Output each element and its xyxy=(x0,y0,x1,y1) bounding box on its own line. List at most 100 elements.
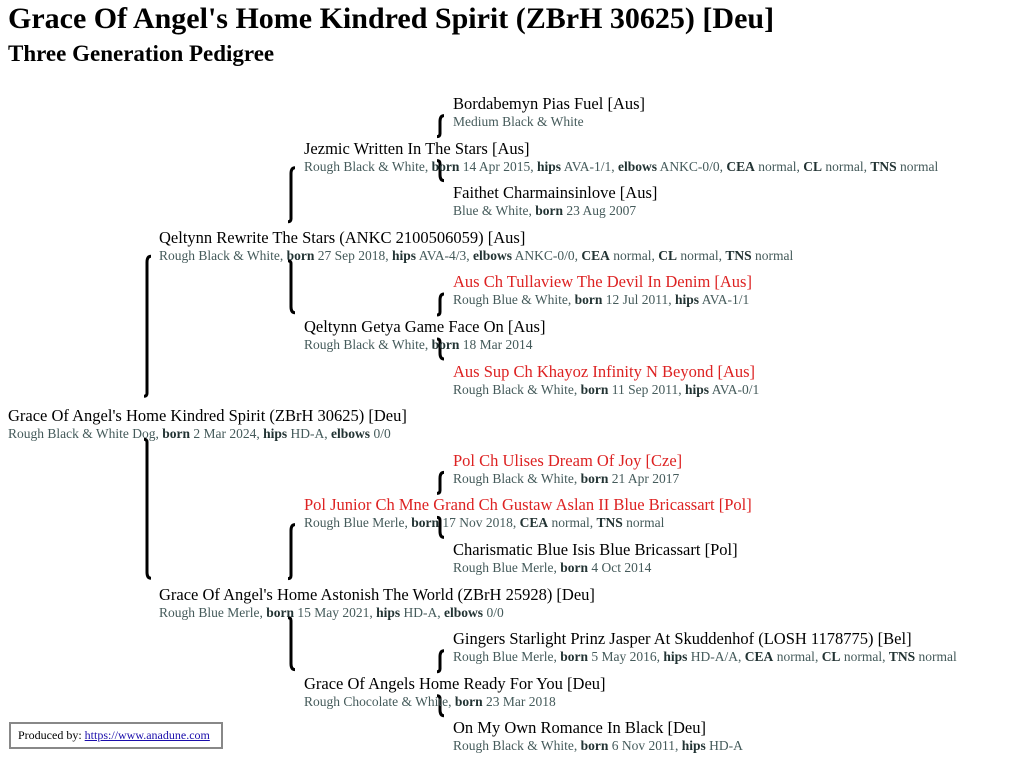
sire-bracket xyxy=(287,166,296,224)
dog-description: Medium Black & White xyxy=(453,114,584,129)
dog-name[interactable]: On My Own Romance In Black [Deu] xyxy=(453,718,706,738)
field-label: CL xyxy=(658,247,678,263)
field-value: 12 Jul 2011 xyxy=(605,292,669,308)
pedigree-entry: Bordabemyn Pias Fuel [Aus] Medium Black &… xyxy=(453,94,645,130)
dog-name[interactable]: Pol Ch Ulises Dream Of Joy [Cze] xyxy=(453,450,683,470)
field-label: born xyxy=(454,693,483,709)
dog-description: Rough Blue Merle xyxy=(304,515,405,531)
field-label: hips xyxy=(263,426,288,442)
field-value: normal xyxy=(900,158,939,174)
field-label: CEA xyxy=(744,649,774,665)
page-subtitle: Three Generation Pedigree xyxy=(8,41,275,66)
field-value: HD-A xyxy=(290,426,325,442)
dog-details: Medium Black & White xyxy=(453,113,645,130)
dog-name[interactable]: Jezmic Written In The Stars [Aus] xyxy=(304,138,530,158)
dog-name[interactable]: Qeltynn Getya Game Face On [Aus] xyxy=(304,317,546,336)
field-value: ANKC-0/0 xyxy=(659,158,720,174)
field-value: normal xyxy=(776,649,815,665)
sire-bracket xyxy=(143,254,152,398)
field-label: born xyxy=(162,426,191,442)
dog-name[interactable]: Gingers Starlight Prinz Jasper At Skudde… xyxy=(453,629,912,649)
dog-name[interactable]: Grace Of Angels Home Ready For You [Deu] xyxy=(304,673,606,693)
pedigree-entry: Charismatic Blue Isis Blue Bricassart [P… xyxy=(453,540,738,576)
pedigree-entry: Jezmic Written In The Stars [Aus] Rough B… xyxy=(304,139,938,175)
dog-name[interactable]: Aus Sup Ch Khayoz Infinity N Beyond [Aus… xyxy=(453,361,756,381)
field-label: hips xyxy=(663,649,688,665)
field-label: hips xyxy=(392,247,417,263)
field-label: CEA xyxy=(519,515,549,531)
dog-details: Rough Blue Merle, born 5 May 2016, hips … xyxy=(453,649,957,665)
dog-details: Rough Black & White, born 27 Sep 2018, h… xyxy=(159,247,794,263)
field-value: 11 Sep 2011 xyxy=(611,381,679,397)
field-value: HD-A xyxy=(709,738,743,754)
field-label: elbows xyxy=(444,604,484,620)
dog-description: Rough Black & White Dog xyxy=(8,426,156,442)
field-value: AVA-1/1 xyxy=(701,292,750,308)
sire-bracket xyxy=(436,114,445,139)
field-value: AVA-0/1 xyxy=(711,381,760,397)
sire-bracket xyxy=(436,292,445,317)
field-value: normal xyxy=(613,247,652,263)
dog-details: Rough Blue Merle, born 15 May 2021, hips… xyxy=(159,604,504,620)
field-value: normal xyxy=(825,158,864,174)
field-label: born xyxy=(431,158,460,174)
field-label: born xyxy=(560,560,589,575)
field-value: normal xyxy=(843,649,883,665)
dam-bracket xyxy=(436,694,445,718)
field-label: CEA xyxy=(581,247,610,263)
dog-name[interactable]: Grace Of Angel's Home Astonish The World… xyxy=(159,584,595,604)
field-value: AVA-4/3 xyxy=(418,247,467,263)
dog-details: Rough Black & White, born 18 Mar 2014 xyxy=(304,337,533,352)
dog-name[interactable]: Faithet Charmainsinlove [Aus] xyxy=(453,183,658,203)
dog-description: Blue & White xyxy=(453,203,529,219)
dog-name[interactable]: Aus Ch Tullaview The Devil In Denim [Aus… xyxy=(453,272,752,292)
dog-name[interactable]: Charismatic Blue Isis Blue Bricassart [P… xyxy=(453,540,738,559)
dog-description: Rough Black & White xyxy=(453,381,574,397)
field-label: CEA xyxy=(726,158,755,174)
dog-description: Rough Black & White xyxy=(304,337,425,352)
field-label: born xyxy=(411,515,440,531)
field-label: TNS xyxy=(888,649,916,665)
field-value: 23 Aug 2007 xyxy=(566,203,637,219)
field-label: TNS xyxy=(596,515,623,531)
dog-details: Rough Black & White, born 6 Nov 2011, hi… xyxy=(453,738,743,754)
dog-details: Rough Black & White, born 14 Apr 2015, h… xyxy=(304,158,939,174)
dam-bracket xyxy=(436,337,445,361)
dog-name[interactable]: Bordabemyn Pias Fuel [Aus] xyxy=(453,94,646,113)
field-label: born xyxy=(580,470,609,486)
dog-description: Rough Chocolate & White xyxy=(304,693,449,709)
field-value: normal xyxy=(551,515,590,531)
field-value: normal xyxy=(680,247,719,263)
pedigree-entry: On My Own Romance In Black [Deu] Rough Bl… xyxy=(453,718,743,754)
field-value: 14 Apr 2015 xyxy=(462,158,531,174)
field-value: normal xyxy=(626,515,665,531)
field-value: 17 Nov 2018 xyxy=(442,515,513,531)
field-value: 27 Sep 2018 xyxy=(317,247,386,263)
dog-details: Rough Blue Merle, born 17 Nov 2018, CEA … xyxy=(304,515,665,531)
field-label: hips xyxy=(675,292,700,308)
dog-name[interactable]: Grace Of Angel's Home Kindred Spirit (ZB… xyxy=(8,406,407,426)
field-value: 18 Mar 2014 xyxy=(462,337,533,352)
field-label: born xyxy=(286,247,315,263)
dog-description: Rough Blue Merle xyxy=(453,649,554,665)
field-label: elbows xyxy=(472,247,512,263)
dog-details: Rough Chocolate & White, born 23 Mar 201… xyxy=(304,693,556,709)
dog-description: Rough Black & White xyxy=(304,158,425,174)
field-label: elbows xyxy=(617,158,657,174)
field-label: TNS xyxy=(725,247,752,263)
pedigree-entry: Qeltynn Rewrite The Stars (ANKC 21005060… xyxy=(159,228,793,264)
pedigree-entry: Grace Of Angels Home Ready For You [Deu]… xyxy=(304,674,606,710)
footer: Produced by: https://www.anadune.com xyxy=(9,722,223,749)
dog-name[interactable]: Qeltynn Rewrite The Stars (ANKC 21005060… xyxy=(159,227,526,247)
dog-name[interactable]: Pol Junior Ch Mne Grand Ch Gustaw Aslan … xyxy=(304,495,752,515)
field-value: AVA-1/1 xyxy=(563,158,612,174)
pedigree-entry: Pol Junior Ch Mne Grand Ch Gustaw Aslan … xyxy=(304,495,752,531)
dam-bracket xyxy=(436,515,445,539)
footer-link[interactable]: https://www.anadune.com xyxy=(84,728,210,742)
field-value: 23 Mar 2018 xyxy=(486,693,556,709)
field-label: born xyxy=(580,381,609,397)
pedigree-entry: Grace Of Angel's Home Kindred Spirit (ZB… xyxy=(8,406,407,442)
field-label: CL xyxy=(803,158,823,174)
dog-details: Rough Black & White, born 11 Sep 2011, h… xyxy=(453,381,760,397)
